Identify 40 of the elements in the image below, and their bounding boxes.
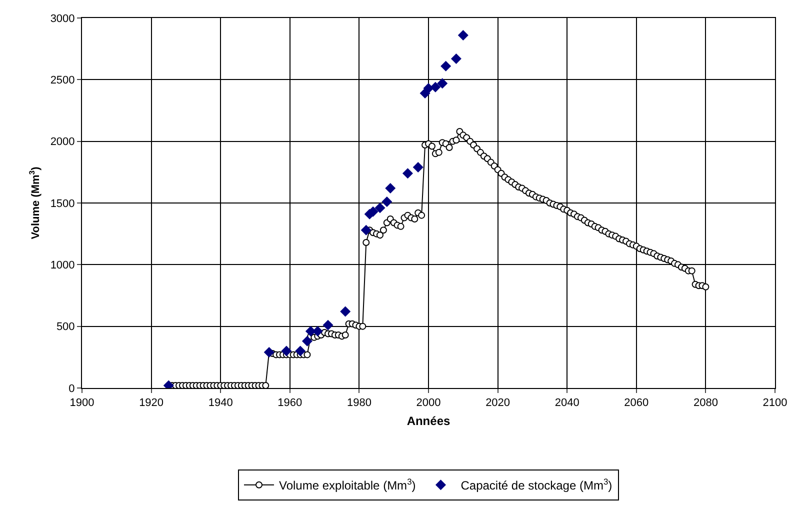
point [423, 83, 434, 94]
point [402, 168, 413, 178]
point [281, 346, 292, 356]
x-tick-label: 1920 [139, 397, 164, 410]
y-tick-label: 500 [56, 321, 75, 334]
legend-label: Volume exploitable (Mm$^{3}$) [279, 476, 416, 493]
x-tick-label: 1940 [208, 397, 233, 410]
point [458, 30, 468, 40]
point [413, 162, 424, 172]
legend-label: Capacité de stockage (Mm$^{3}$) [460, 476, 612, 493]
point [374, 202, 386, 213]
point [306, 326, 316, 336]
y-tick-label: 2000 [50, 136, 75, 148]
x-tick-label: 1960 [278, 397, 302, 410]
point [430, 82, 440, 92]
point [295, 346, 306, 356]
point [361, 225, 372, 236]
x-axis-title: Années [406, 414, 450, 428]
y-tick-label: 2500 [50, 74, 75, 87]
point [451, 54, 462, 64]
x-tick-label: 2040 [554, 397, 580, 410]
point [382, 196, 392, 207]
point [340, 306, 350, 317]
point [302, 336, 312, 346]
x-tick-label: 2080 [693, 397, 718, 410]
x-tick-label: 2000 [416, 397, 441, 410]
point [322, 320, 334, 330]
y-tick-label: 3000 [50, 12, 75, 25]
x-tick-label: 2060 [624, 397, 649, 410]
x-tick-label: 1900 [70, 397, 94, 410]
y-tick-label: 1000 [50, 260, 75, 272]
point [385, 183, 396, 194]
point [437, 78, 448, 88]
x-tick-label: 2020 [486, 397, 510, 410]
point [312, 326, 323, 336]
x-tick-label: 2100 [762, 397, 788, 410]
point [440, 61, 451, 72]
y-tick-label: 1500 [50, 198, 75, 210]
y-tick-label: 0 [68, 382, 75, 395]
x-tick-label: 1980 [346, 397, 372, 410]
